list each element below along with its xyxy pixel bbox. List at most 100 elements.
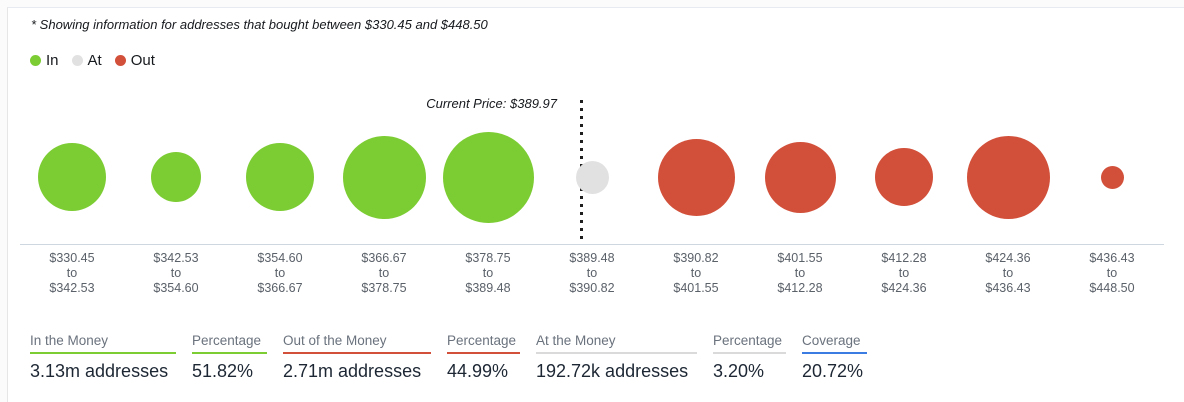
stats-row: In the Money 3.13m addresses Percentage 51.… (30, 333, 867, 382)
stat-label: In the Money (30, 333, 176, 354)
bubble-column (748, 100, 852, 244)
stat-in-the-money: In the Money 3.13m addresses (30, 333, 176, 382)
legend-dot-at (71, 55, 83, 66)
stat-value: 20.72% (802, 361, 864, 381)
legend-item-in[interactable]: In (30, 52, 59, 69)
legend-item-label: In (46, 52, 59, 69)
price-range-line: to (378, 266, 390, 280)
price-range-line: $401.55 (673, 281, 719, 295)
price-range-line: $448.50 (1089, 281, 1135, 295)
legend-item-at[interactable]: At (71, 52, 102, 69)
price-range-label: $342.53 to $354.60 (124, 251, 228, 296)
price-range-line: $366.67 (361, 251, 407, 265)
x-axis-line (20, 244, 1164, 245)
stat-label: Out of the Money (283, 333, 431, 354)
stat-label: Percentage (447, 333, 520, 354)
bubble-column (124, 100, 228, 244)
stat-percentage: Percentage 44.99% (447, 333, 520, 382)
price-range-line: $378.75 (465, 251, 511, 265)
price-range-line: to (794, 266, 806, 280)
price-range-line: $390.82 (673, 251, 719, 265)
price-range-label: $390.82 to $401.55 (644, 251, 748, 296)
stat-label: At the Money (536, 333, 697, 354)
stat-out-of-the-money: Out of the Money 2.71m addresses (283, 333, 431, 382)
stat-value: 2.71m addresses (283, 361, 422, 381)
legend-dot-in (30, 55, 41, 66)
price-range-line: to (586, 266, 598, 280)
legend-dot-out (114, 55, 126, 66)
bubble-column (956, 100, 1060, 244)
legend-item-label: Out (130, 52, 155, 69)
price-range-line: $390.82 (569, 281, 615, 295)
price-range-line: $354.60 (153, 281, 199, 295)
price-range-line: $389.48 (465, 281, 511, 295)
legend: In At Out (30, 52, 155, 69)
stat-percentage: Percentage 51.82% (192, 333, 267, 382)
bubble-out[interactable] (1100, 165, 1124, 189)
price-range-line: to (1106, 266, 1118, 280)
stat-percentage: Percentage 3.20% (713, 333, 786, 382)
stat-value: 192.72k addresses (536, 361, 689, 381)
price-range-line: $412.28 (777, 281, 823, 295)
price-range-label: $389.48 to $390.82 (540, 251, 644, 296)
bubble-in[interactable] (342, 135, 426, 219)
current-price-label: Current Price: $389.97 (426, 96, 557, 111)
stat-value: 3.13m addresses (30, 361, 169, 381)
bubble-chart (20, 100, 1164, 244)
bubble-column (644, 100, 748, 244)
bubble-column (436, 100, 540, 244)
stat-label: Percentage (192, 333, 267, 354)
stat-coverage: Coverage 20.72% (802, 333, 867, 382)
bubble-column (852, 100, 956, 244)
price-range-label: $436.43 to $448.50 (1060, 251, 1164, 296)
bubble-at[interactable] (575, 160, 609, 194)
bubble-in[interactable] (442, 131, 534, 223)
stat-value: 3.20% (713, 361, 765, 381)
stat-label: Percentage (713, 333, 786, 354)
price-range-label: $424.36 to $436.43 (956, 251, 1060, 296)
price-range-line: to (482, 266, 494, 280)
bubble-in[interactable] (38, 143, 106, 211)
price-range-line: to (690, 266, 702, 280)
price-range-line: $330.45 (49, 251, 95, 265)
bubble-column (1060, 100, 1164, 244)
bubble-in[interactable] (246, 143, 314, 211)
price-range-line: to (274, 266, 286, 280)
range-note: * Showing information for addresses that… (31, 17, 488, 32)
bubble-column (228, 100, 332, 244)
price-range-label: $412.28 to $424.36 (852, 251, 956, 296)
price-range-line: $389.48 (569, 251, 615, 265)
price-range-line: $378.75 (361, 281, 407, 295)
stat-value: 51.82% (192, 361, 254, 381)
legend-item-out[interactable]: Out (114, 52, 155, 69)
stat-at-the-money: At the Money 192.72k addresses (536, 333, 697, 382)
bubble-column (540, 100, 644, 244)
price-range-label: $378.75 to $389.48 (436, 251, 540, 296)
bubble-out[interactable] (657, 138, 735, 216)
bubble-out[interactable] (966, 135, 1050, 219)
price-range-line: $354.60 (257, 251, 303, 265)
bubble-out[interactable] (764, 141, 836, 213)
price-range-line: to (170, 266, 182, 280)
bubble-column (20, 100, 124, 244)
stat-value: 44.99% (447, 361, 509, 381)
price-range-line: $366.67 (257, 281, 303, 295)
legend-item-label: At (87, 52, 102, 69)
price-range-line: $412.28 (881, 251, 927, 265)
price-range-line: $436.43 (985, 281, 1031, 295)
price-range-label: $354.60 to $366.67 (228, 251, 332, 296)
price-range-line: to (66, 266, 78, 280)
price-range-label: $401.55 to $412.28 (748, 251, 852, 296)
bubble-column (332, 100, 436, 244)
price-range-line: $436.43 (1089, 251, 1135, 265)
price-range-line: to (898, 266, 910, 280)
x-axis-labels: $330.45 to $342.53 $342.53 to $354.60 $354.60 t… (20, 251, 1164, 296)
bubble-out[interactable] (875, 148, 933, 206)
price-range-label: $330.45 to $342.53 (20, 251, 124, 296)
price-range-line: to (1002, 266, 1014, 280)
bubble-in[interactable] (151, 152, 201, 202)
stat-label: Coverage (802, 333, 867, 354)
price-range-line: $401.55 (777, 251, 823, 265)
price-range-line: $342.53 (153, 251, 199, 265)
price-range-line: $424.36 (985, 251, 1031, 265)
